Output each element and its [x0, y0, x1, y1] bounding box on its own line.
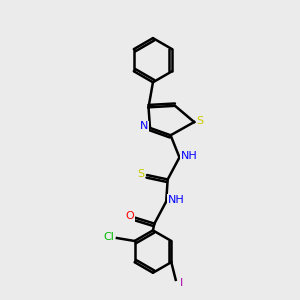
Text: NH: NH: [168, 195, 185, 205]
Text: NH: NH: [181, 151, 197, 161]
Text: S: S: [196, 116, 204, 126]
Text: N: N: [140, 122, 148, 131]
Text: S: S: [137, 169, 144, 178]
Text: Cl: Cl: [103, 232, 114, 242]
Text: I: I: [179, 278, 183, 288]
Text: O: O: [125, 211, 134, 221]
